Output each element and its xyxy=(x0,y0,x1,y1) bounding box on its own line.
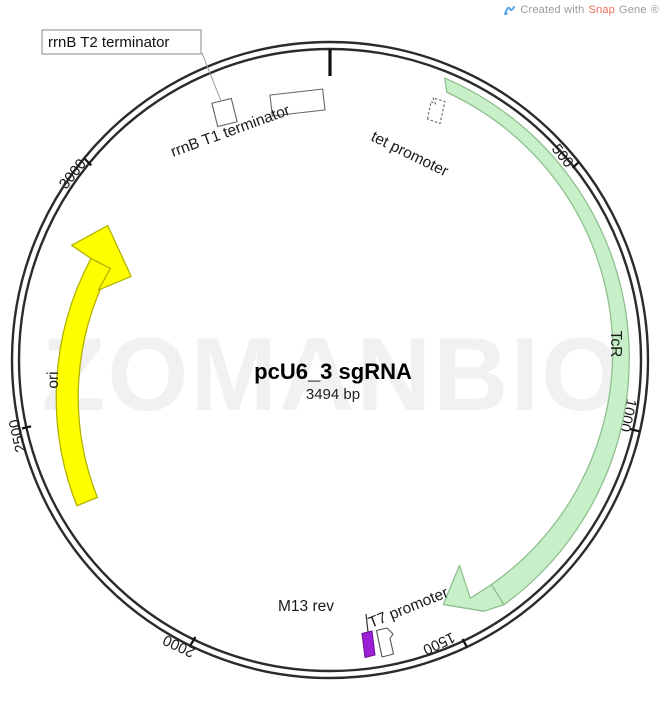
credit-prefix: Created with xyxy=(520,3,585,16)
callout-box-rrnb-t2 xyxy=(41,29,202,55)
credit-registered: ® xyxy=(650,3,659,16)
tick-label-3000: 3000 xyxy=(56,156,90,193)
feature-m13-rev[interactable]: M13 rev xyxy=(278,598,376,659)
page-title: pcU6_3 sgRNA xyxy=(254,359,412,384)
tick-1500 xyxy=(461,638,468,648)
credit-gene: Gene xyxy=(618,3,647,16)
leader-m13-rev xyxy=(365,613,369,633)
feature-ori[interactable]: ori xyxy=(45,224,132,507)
tick-2000 xyxy=(189,636,197,646)
plasmid-size: 3494 bp xyxy=(306,386,360,403)
feature-tcr[interactable]: TcR xyxy=(442,76,630,612)
tick-label-2000: 2000 xyxy=(160,631,197,661)
tick-2500 xyxy=(21,425,32,430)
feature-shape-rrnb-t2 xyxy=(211,97,238,128)
feature-shape-tet-promoter xyxy=(426,97,446,125)
tick-1000 xyxy=(630,428,640,433)
credit-snap: Snap xyxy=(588,3,615,16)
snapgene-credit: Created with Snap Gene ® xyxy=(503,3,659,16)
feature-label-m13-rev: M13 rev xyxy=(278,598,334,615)
feature-label-tet-promoter: tet promoter xyxy=(368,128,451,180)
tick-500 xyxy=(571,160,581,169)
feature-shape-t7-promoter xyxy=(375,627,395,658)
feature-rrnb-t2-terminator[interactable]: rrnB T2 terminator xyxy=(41,29,238,128)
feature-label-tcr: TcR xyxy=(607,331,624,358)
feature-rrnb-t1-terminator[interactable]: rrnB T1 terminator xyxy=(169,88,326,161)
tick-marks xyxy=(21,49,640,648)
feature-shape-m13-rev xyxy=(361,630,376,659)
snapgene-logo-icon xyxy=(503,4,516,17)
feature-shape-rrnb-t1 xyxy=(269,88,326,117)
feature-label-t7-promoter: T7 promoter xyxy=(366,584,451,631)
watermark: ZOMANBIO xyxy=(42,317,624,433)
feature-tet-promoter[interactable]: tet promoter xyxy=(368,97,451,180)
tick-3000 xyxy=(83,157,93,167)
feature-label-ori: ori xyxy=(45,371,62,388)
callout-leader-rrnb-t2 xyxy=(201,52,222,102)
callout-label-rrnb-t2: rrnB T2 terminator xyxy=(48,34,169,51)
